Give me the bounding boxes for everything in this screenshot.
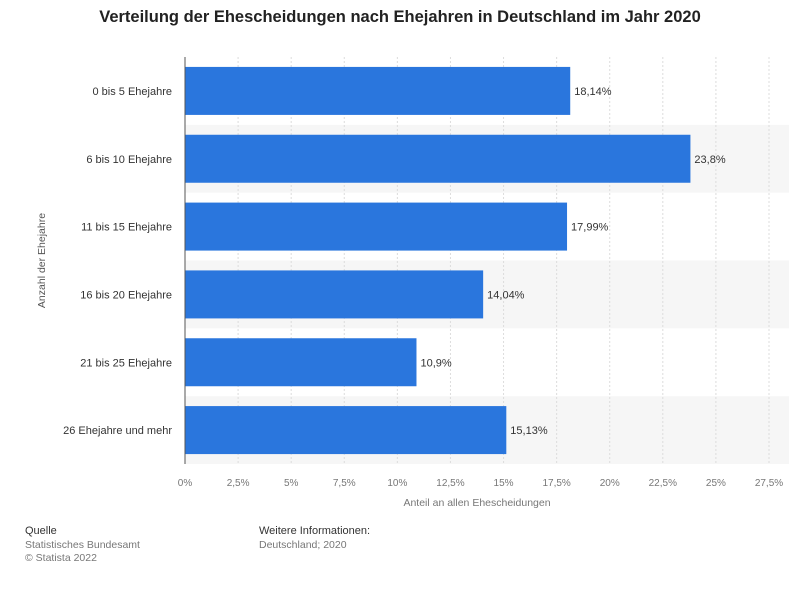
source-line: Statistisches Bundesamt — [25, 538, 140, 551]
bar — [185, 338, 417, 387]
bar — [185, 406, 507, 455]
bar-value-label: 15,13% — [510, 425, 548, 437]
bar — [185, 270, 484, 319]
bar — [185, 66, 571, 115]
x-tick-label: 17,5% — [542, 478, 570, 489]
bar-value-label: 23,8% — [694, 154, 725, 166]
x-tick-label: 25% — [706, 478, 726, 489]
bar — [185, 202, 568, 251]
category-label: 21 bis 25 Ehejahre — [80, 357, 172, 369]
chart-title: Verteilung der Ehescheidungen nach Eheja… — [99, 8, 701, 26]
source-block: Quelle Statistisches Bundesamt © Statist… — [25, 525, 140, 566]
x-tick-label: 0% — [178, 478, 193, 489]
category-label: 26 Ehejahre und mehr — [63, 425, 172, 437]
category-label: 11 bis 15 Ehejahre — [81, 222, 172, 234]
x-tick-label: 27,5% — [755, 478, 783, 489]
x-tick-label: 22,5% — [649, 478, 677, 489]
x-tick-label: 15% — [494, 478, 514, 489]
x-axis-title: Anteil an allen Ehescheidungen — [403, 497, 550, 509]
y-axis-title: Anzahl der Ehejahre — [36, 213, 48, 308]
bar-value-label: 10,9% — [420, 357, 451, 369]
bar-value-label: 18,14% — [574, 86, 612, 98]
bar — [185, 134, 691, 183]
category-label: 16 bis 20 Ehejahre — [80, 289, 172, 301]
x-tick-label: 12,5% — [436, 478, 464, 489]
x-tick-label: 10% — [387, 478, 407, 489]
x-tick-label: 7,5% — [333, 478, 356, 489]
bar-value-label: 14,04% — [487, 289, 525, 301]
x-tick-label: 20% — [600, 478, 620, 489]
category-label: 0 bis 5 Ehejahre — [93, 86, 173, 98]
info-line: Deutschland; 2020 — [259, 538, 347, 551]
source-heading: Quelle — [25, 525, 57, 537]
info-heading: Weitere Informationen: — [259, 525, 371, 537]
x-tick-label: 5% — [284, 478, 299, 489]
bar-value-label: 17,99% — [571, 222, 609, 234]
x-tick-label: 2,5% — [227, 478, 250, 489]
copyright-line: © Statista 2022 — [25, 552, 97, 564]
info-block: Weitere Informationen: Deutschland; 2020 — [259, 525, 370, 552]
category-label: 6 bis 10 Ehejahre — [86, 154, 172, 166]
